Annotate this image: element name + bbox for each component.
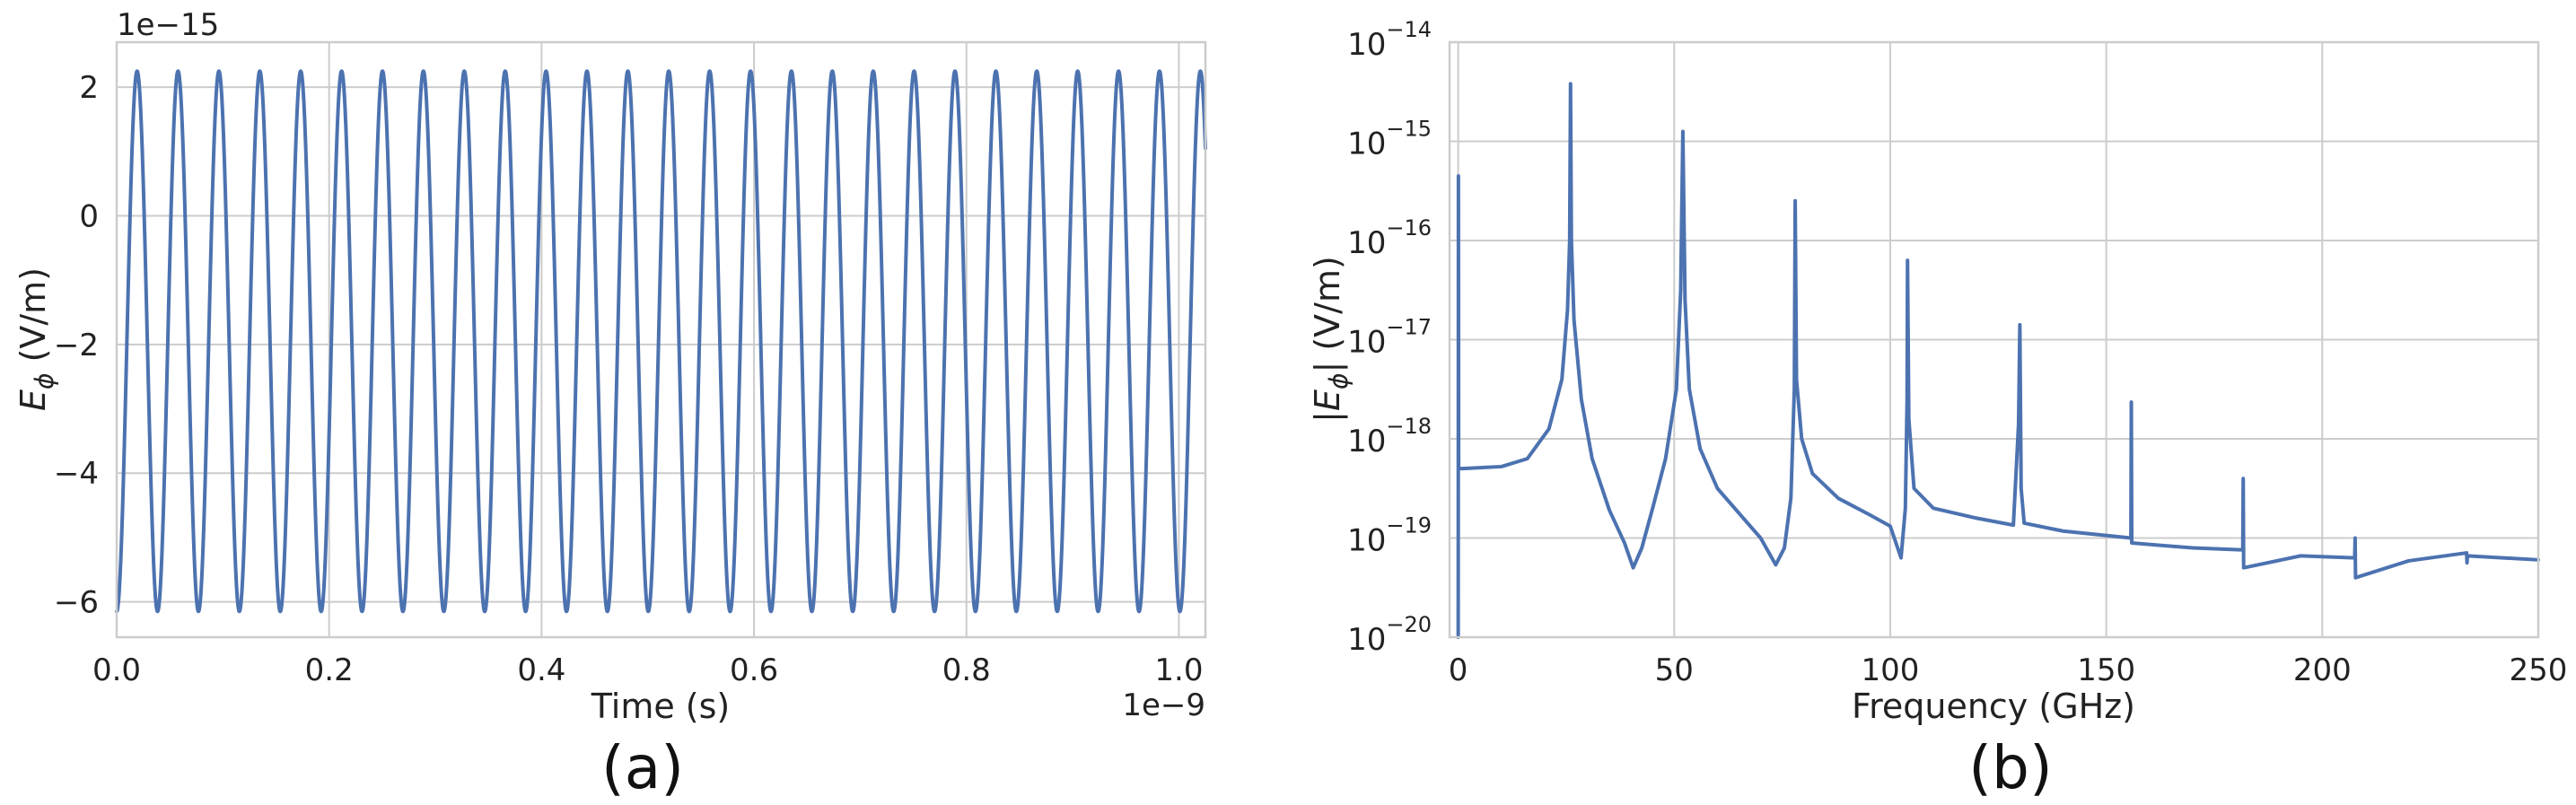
panel-a-x-tick-label: 0.0: [92, 652, 141, 688]
panel-b-grid: [1450, 41, 2539, 638]
panel-b-y-tick-label: 10−19: [1347, 513, 1432, 559]
panel-b-x-tick-label: 0: [1449, 652, 1468, 688]
panel-a-y-tick-label: 0: [79, 199, 99, 235]
panel-b-y-tick-label: 10−15: [1347, 117, 1432, 162]
panel-b-y-tick-label: 10−20: [1347, 612, 1432, 658]
panel-a-y-label-unit: (V/m): [13, 267, 53, 373]
panel-b-x-tick-label: 150: [2077, 652, 2135, 688]
panel-a-y-ticks: 2 0 −2 −4 −6: [54, 70, 99, 620]
panel-b-y-tick-label: 10−16: [1347, 215, 1432, 261]
panel-b-caption: (b): [1968, 733, 2052, 802]
panel-a-y-label-sub: ϕ: [30, 373, 59, 389]
panel-a-x-offset-text: 1e−9: [1122, 687, 1205, 723]
panel-a-x-tick-label: 0.8: [942, 652, 991, 688]
panel-a-frame: [115, 40, 1207, 639]
panel-b-y-tick-label: 10−17: [1347, 315, 1432, 361]
panel-a-signal-line: [115, 69, 1207, 614]
panel-a-y-offset-text: 1e−15: [117, 7, 219, 43]
panel-a-plot-area: [115, 69, 1207, 614]
panel-b-y-ticks: 10−14 10−15 10−16 10−17 10−18 10−19 10−20: [1347, 17, 1432, 658]
panel-b-x-tick-label: 50: [1655, 652, 1694, 688]
panel-b-y-label-sub: ϕ: [1324, 373, 1354, 389]
panel-b-y-label-main: |E: [1308, 389, 1348, 423]
panel-a-y-tick-label: 2: [79, 70, 99, 106]
panel-b-x-axis-label: Frequency (GHz): [1852, 687, 2135, 726]
panel-a-y-label-main: E: [13, 389, 53, 411]
panel-b-y-label-unit: | (V/m): [1308, 256, 1348, 372]
panel-a-caption: (a): [601, 733, 684, 802]
panel-b-spectrum-line: [1456, 82, 2540, 639]
panel-a-x-ticks: 0.0 0.2 0.4 0.6 0.8 1.0: [92, 652, 1203, 688]
panel-a-x-tick-label: 0.2: [305, 652, 354, 688]
panel-b-y-tick-label: 10−18: [1347, 414, 1432, 459]
panel-a: 0.0 0.2 0.4 0.6 0.8 1.0 2 0 −2 −4 −6 1e−15 1e−9 T…: [13, 7, 1207, 802]
panel-a-x-tick-label: 1.0: [1154, 652, 1203, 688]
panel-a-y-tick-label: −2: [54, 328, 99, 363]
panel-a-x-tick-label: 0.4: [517, 652, 565, 688]
panel-b-x-tick-label: 250: [2510, 652, 2568, 688]
panel-b-y-tick-label: 10−14: [1347, 17, 1432, 63]
panel-b: 0 50 100 150 200 250 10−1410−1510−1610−1710−1…: [1308, 17, 2567, 802]
panel-b-x-tick-label: 200: [2293, 652, 2352, 688]
panel-a-x-axis-label: Time (s): [591, 687, 731, 726]
panel-b-frame: [1448, 40, 2540, 639]
panel-a-y-axis-label: Eϕ (V/m): [13, 267, 59, 411]
panel-b-x-ticks: 0 50 100 150 200 250: [1449, 652, 2568, 688]
panel-b-plot-area: [1456, 82, 2540, 639]
panel-b-y-axis-label: |Eϕ| (V/m): [1308, 256, 1354, 423]
panel-b-x-tick-label: 100: [1862, 652, 1920, 688]
panel-a-y-tick-label: −6: [54, 585, 99, 621]
panel-a-x-tick-label: 0.6: [730, 652, 778, 688]
panel-a-y-tick-label: −4: [54, 456, 99, 492]
